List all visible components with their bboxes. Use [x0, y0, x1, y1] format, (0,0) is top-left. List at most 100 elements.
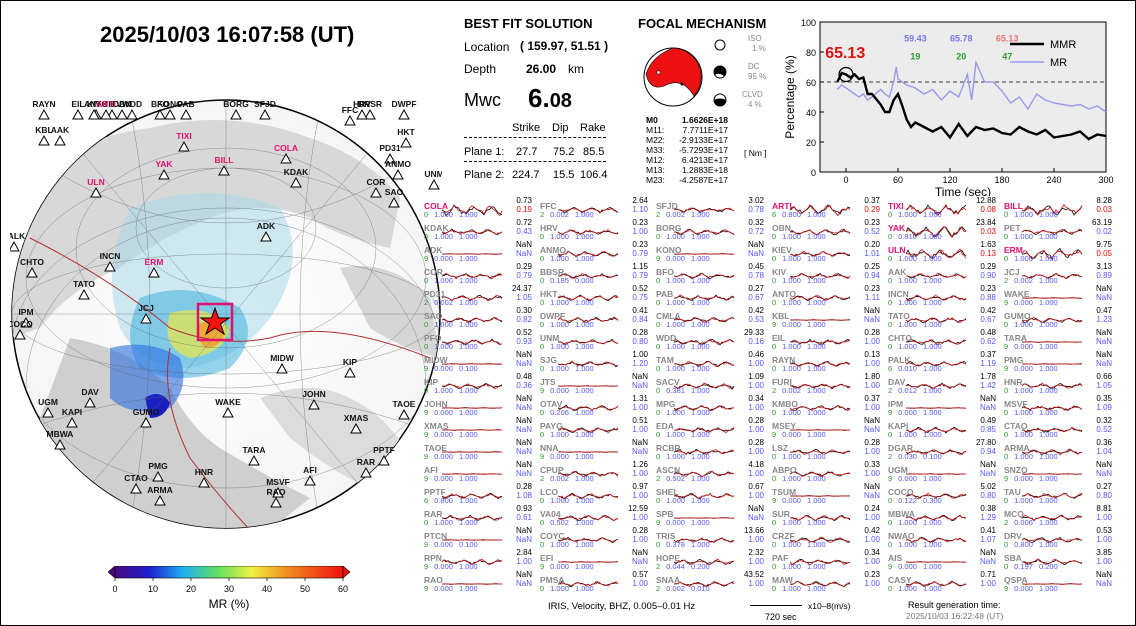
- station-marker[interactable]: HNR: [195, 467, 213, 488]
- waveform-cell[interactable]: ASCN 4.18 1.00 2 0.502 1.000: [656, 460, 764, 483]
- waveform-cell[interactable]: SACV 1.09 1.00 0 0.381 1.000: [656, 372, 764, 395]
- waveform-cell[interactable]: TAOE NaN NaN 9 0.000 1.000: [424, 438, 532, 461]
- waveform-cell[interactable]: MAW 0.23 1.00 0 1.000 1.000: [772, 570, 880, 593]
- waveform-cell[interactable]: BILL 8.28 0.03 0 1.000 1.000: [1004, 196, 1112, 219]
- waveform-cell[interactable]: JCJ 3.13 0.89 2 0.002 1.000: [1004, 262, 1112, 285]
- waveform-cell[interactable]: HKT 0.52 0.75 0 1.000 1.000: [540, 284, 648, 307]
- waveform-cell[interactable]: EIL 0.28 1.00 0 1.000 1.000: [772, 328, 880, 351]
- waveform-cell[interactable]: COCO 5.02 0.80 0 0.122 0.300: [888, 482, 996, 505]
- station-marker[interactable]: RAO: [267, 487, 286, 508]
- waveform-cell[interactable]: MCQ 8.81 1.00 2 0.006 1.000: [1004, 504, 1112, 527]
- station-marker[interactable]: PAB: [177, 99, 195, 120]
- station-marker[interactable]: PD31: [379, 143, 401, 164]
- station-marker[interactable]: SAO: [385, 187, 404, 208]
- waveform-cell[interactable]: COR 0.29 0.79 0 1.000 1.000: [424, 262, 532, 285]
- station-marker[interactable]: MIDW: [270, 353, 295, 374]
- station-marker[interactable]: DWPF: [391, 99, 417, 120]
- station-marker[interactable]: CTAO: [124, 473, 148, 494]
- mr-time-chart[interactable]: 0 20 40 60 80 100 0 60 120 180 240 300 65.13 59.43 65.…: [782, 10, 1122, 196]
- waveform-cell[interactable]: ARTI 0.37 0.29 6 0.800 1.000: [772, 196, 880, 219]
- waveform-cell[interactable]: AIS NaN NaN 9 0.000 1.000: [888, 548, 996, 571]
- waveform-cell[interactable]: PAF 0.34 1.00 0 1.000 1.000: [772, 548, 880, 571]
- station-marker[interactable]: BORG: [223, 99, 249, 120]
- station-marker[interactable]: COLA: [274, 143, 298, 164]
- waveform-cell[interactable]: AAK 0.29 0.90 0 1.000 1.000: [888, 262, 996, 285]
- waveform-cell[interactable]: KIP 0.48 0.36 0 1.000 1.000: [424, 372, 532, 395]
- waveform-cell[interactable]: KDAK 0.72 0.43 0 1.000 1.000: [424, 218, 532, 241]
- waveform-cell[interactable]: COYC 0.28 1.00 0 1.000 1.000: [540, 526, 648, 549]
- waveform-cell[interactable]: LSZ 0.28 1.00 0 1.000 1.000: [772, 438, 880, 461]
- station-marker[interactable]: AFI: [303, 465, 317, 486]
- station-marker[interactable]: KIP: [343, 357, 358, 378]
- waveform-cell[interactable]: MPG 0.34 1.00 0 1.000 1.000: [656, 394, 764, 417]
- waveform-cell[interactable]: PTCN NaN NaN 9 0.000 0.100: [424, 526, 532, 549]
- station-marker[interactable]: RAR: [357, 457, 375, 478]
- waveform-cell[interactable]: TAM 0.46 1.00 0 1.000 1.000: [656, 350, 764, 373]
- waveform-cell[interactable]: MSEY NaN NaN 9 0.000 1.000: [772, 416, 880, 439]
- station-marker[interactable]: ULN: [87, 177, 105, 198]
- station-marker[interactable]: AAK: [51, 125, 70, 146]
- waveform-cell[interactable]: KBL NaN NaN 9 0.000 1.000: [772, 306, 880, 329]
- waveform-cell[interactable]: RAO NaN NaN 9 0.000 1.000: [424, 570, 532, 593]
- waveform-cell[interactable]: SJG 1.00 1.20 0 1.000 1.000: [540, 350, 648, 373]
- waveform-cell[interactable]: PALK 0.37 1.19 6 0.010 1.000: [888, 350, 996, 373]
- waveform-cell[interactable]: PFO 0.52 0.93 0 1.000 1.000: [424, 328, 532, 351]
- station-marker[interactable]: TATO: [73, 279, 95, 300]
- waveform-cell[interactable]: TAU 0.27 0.80 0 1.000 1.000: [1004, 482, 1112, 505]
- station-marker[interactable]: RAYN: [32, 99, 56, 120]
- waveform-cell[interactable]: TARA NaN NaN 9 0.000 1.000: [1004, 328, 1112, 351]
- waveform-cell[interactable]: MIDW NaN NaN 9 0.000 0.100: [424, 350, 532, 373]
- waveform-cell[interactable]: KIEV 0.20 1.01 0 1.000 1.000: [772, 240, 880, 263]
- waveform-cell[interactable]: PMSA 0.57 1.00 0 1.000 1.000: [540, 570, 648, 593]
- waveform-cell[interactable]: FURI 1.80 1.00 2 0.002 1.000: [772, 372, 880, 395]
- waveform-cell[interactable]: CHTO 0.48 0.62 0 1.000 1.000: [888, 328, 996, 351]
- waveform-cell[interactable]: CASY 0.71 1.00 0 1.000 1.000: [888, 570, 996, 593]
- waveform-cell[interactable]: SHEL 0.67 1.00 0 1.000 1.000: [656, 482, 764, 505]
- waveform-cell[interactable]: UGM NaN NaN 9 0.000 1.000: [888, 460, 996, 483]
- station-marker[interactable]: YAK: [155, 159, 173, 180]
- waveform-cell[interactable]: SUR 0.24 1.00 0 1.000 1.000: [772, 504, 880, 527]
- waveform-cell[interactable]: PAYG 0.51 1.00 0 1.000 1.000: [540, 416, 648, 439]
- waveform-cell[interactable]: NNA NaN NaN 9 0.000 1.000: [540, 438, 648, 461]
- station-marker[interactable]: IPM: [18, 307, 34, 328]
- waveform-cell[interactable]: SNAA 43.52 1.00 2 0.002 0.010: [656, 570, 764, 593]
- waveform-cell[interactable]: PAB 0.27 0.67 0 1.000 1.000: [656, 284, 764, 307]
- waveform-cell[interactable]: BORG 0.32 0.72 0 1.000 1.000: [656, 218, 764, 241]
- station-marker[interactable]: PALK: [10, 231, 26, 252]
- waveform-cell[interactable]: PPTF 0.28 1.08 6 0.800 1.000: [424, 482, 532, 505]
- waveform-cell[interactable]: MBWA 0.38 1.29 0 1.000 1.000: [888, 504, 996, 527]
- waveform-cell[interactable]: RCBR 0.28 1.00 0 1.000 1.000: [656, 438, 764, 461]
- station-marker[interactable]: KDAK: [284, 167, 309, 188]
- waveform-cell[interactable]: YAK 23.84 0.03 0 0.810 1.000: [888, 218, 996, 241]
- station-marker[interactable]: KAPI: [62, 407, 82, 428]
- station-marker[interactable]: PPTF: [373, 445, 395, 466]
- station-marker[interactable]: ARMA: [147, 485, 173, 506]
- waveform-cell[interactable]: SBA 3.85 1.00 0 0.197 0.200: [1004, 548, 1112, 571]
- waveform-cell[interactable]: UNM 0.28 0.80 0 1.000 1.000: [540, 328, 648, 351]
- waveform-cell[interactable]: ULN 1.63 0.13 0 1.000 1.000: [888, 240, 996, 263]
- station-marker[interactable]: BFO: [151, 99, 169, 120]
- station-marker[interactable]: GUMO: [133, 407, 160, 428]
- waveform-cell[interactable]: JTS NaN NaN 9 0.000 1.000: [540, 372, 648, 395]
- station-marker[interactable]: JCJ: [138, 303, 154, 324]
- waveform-cell[interactable]: DGAR 27.80 0.94 2 0.030 0.100: [888, 438, 996, 461]
- waveform-cell[interactable]: SPB NaN NaN 9 0.000 1.000: [656, 504, 764, 527]
- station-marker[interactable]: DAV: [81, 387, 99, 408]
- waveform-cell[interactable]: PET 63.19 0.02 0 1.000 1.000: [1004, 218, 1112, 241]
- waveform-cell[interactable]: EFI NaN NaN 9 0.000 1.000: [540, 548, 648, 571]
- waveform-cell[interactable]: TSUM NaN NaN 9 0.000 1.000: [772, 482, 880, 505]
- waveform-cell[interactable]: WAKE NaN NaN 9 0.000 1.000: [1004, 284, 1112, 307]
- station-marker[interactable]: KBL: [35, 125, 53, 146]
- waveform-cell[interactable]: RPN 2.84 1.00 9 0.000 1.000: [424, 548, 532, 571]
- waveform-cell[interactable]: INCN 0.23 0.88 0 1.000 1.000: [888, 284, 996, 307]
- station-marker[interactable]: ADK: [257, 221, 276, 242]
- waveform-cell[interactable]: KMBO 0.37 1.00 0 1.000 1.000: [772, 394, 880, 417]
- waveform-cell[interactable]: CRZF 0.42 1.00 0 1.000 1.000: [772, 526, 880, 549]
- waveform-cell[interactable]: OTAV 1.31 1.00 0 0.206 1.000: [540, 394, 648, 417]
- station-marker[interactable]: ANMO: [385, 159, 411, 180]
- waveform-cell[interactable]: KAPI 0.49 0.85 0 1.000 1.000: [888, 416, 996, 439]
- station-marker[interactable]: XMAS: [344, 413, 369, 434]
- station-marker[interactable]: EIL: [71, 99, 85, 120]
- waveform-cell[interactable]: TATO 0.42 0.67 0 1.000 1.000: [888, 306, 996, 329]
- waveform-cell[interactable]: SNZO NaN NaN 9 0.000 1.000: [1004, 460, 1112, 483]
